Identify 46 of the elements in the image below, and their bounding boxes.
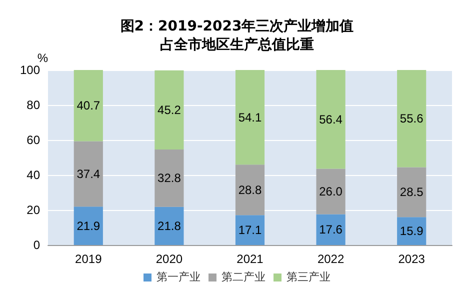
- bar: [316, 70, 346, 169]
- data-label: 17.1: [238, 223, 262, 238]
- x-tick-label: 2022: [317, 252, 344, 266]
- data-label: 55.6: [400, 112, 424, 126]
- data-label: 17.6: [319, 222, 343, 237]
- data-label: 28.8: [238, 182, 262, 197]
- bar: [316, 214, 346, 245]
- data-label: 21.9: [76, 218, 100, 233]
- data-label: 26.0: [319, 184, 343, 198]
- chart-subtitle: 占全市地区生产总值比重: [160, 36, 314, 53]
- bar: [316, 168, 346, 214]
- x-tick-label: 2020: [156, 252, 183, 266]
- bar: [235, 70, 265, 165]
- data-label: 32.8: [158, 171, 182, 186]
- legend-label: 第二产业: [222, 270, 266, 284]
- data-label: 56.4: [319, 112, 343, 126]
- x-tick-label: 2021: [236, 252, 264, 266]
- bar: [397, 70, 426, 168]
- data-label: 28.5: [400, 185, 424, 200]
- bar: [74, 141, 103, 207]
- data-label: 54.1: [238, 110, 262, 124]
- legend-label: 第一产业: [156, 270, 200, 284]
- bar: [154, 149, 184, 207]
- x-tick-label: 2019: [75, 252, 102, 266]
- bar: [397, 167, 426, 218]
- y-tick-label: 80: [26, 98, 40, 112]
- y-tick-label: 60: [26, 133, 40, 147]
- bar: [154, 70, 184, 150]
- x-tick-label: 2023: [398, 252, 426, 266]
- data-label: 21.8: [158, 218, 182, 233]
- bar: [235, 164, 265, 216]
- bar: [74, 206, 103, 245]
- bar: [74, 70, 103, 142]
- data-label: 40.7: [76, 98, 100, 113]
- data-label: 37.4: [76, 166, 100, 181]
- bar: [154, 206, 184, 245]
- data-label: 45.2: [158, 102, 182, 117]
- bar: [235, 215, 265, 245]
- y-tick-label: 20: [26, 203, 40, 217]
- data-label: 15.9: [400, 224, 424, 238]
- y-axis-title: %: [37, 51, 48, 65]
- legend-label: 第三产业: [286, 270, 330, 284]
- y-tick-label: 0: [33, 238, 40, 252]
- chart-title: 图2：2019-2023年三次产业增加值: [120, 18, 354, 34]
- y-tick-label: 40: [26, 168, 40, 182]
- y-tick-label: 100: [20, 63, 40, 77]
